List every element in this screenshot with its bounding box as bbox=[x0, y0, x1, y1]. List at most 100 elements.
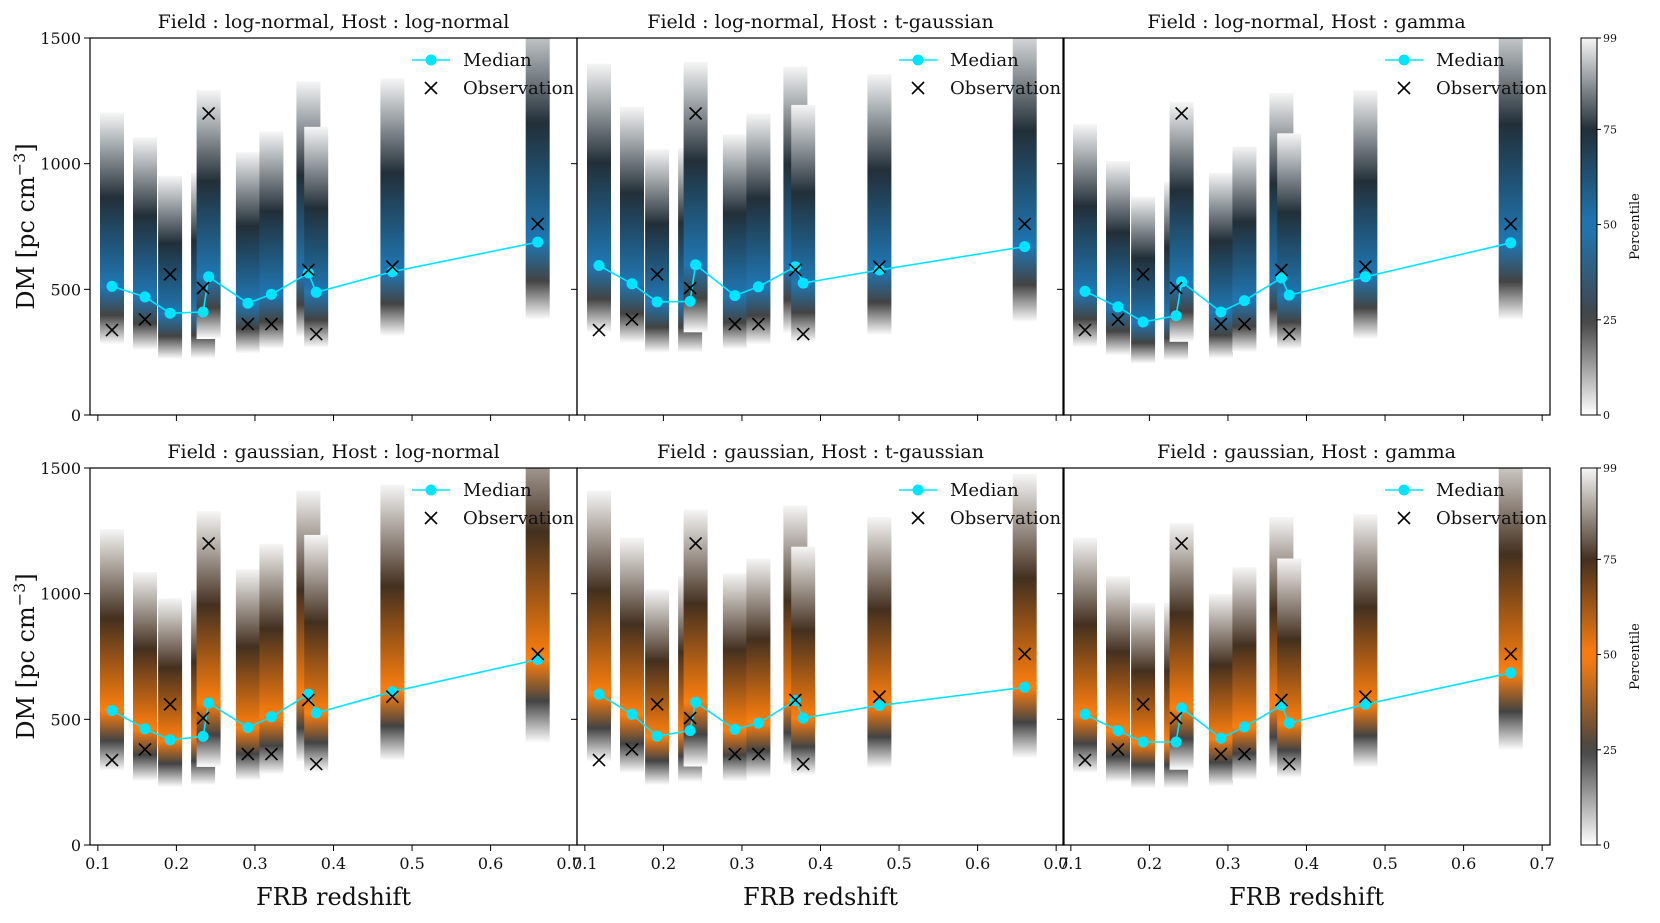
observation-marker bbox=[1214, 317, 1228, 331]
median-point bbox=[265, 711, 277, 723]
observation-marker bbox=[1111, 312, 1125, 327]
median-point bbox=[684, 295, 696, 307]
distribution-column bbox=[1353, 514, 1378, 768]
distribution-column bbox=[722, 573, 747, 782]
median-point bbox=[1137, 736, 1149, 748]
median-point bbox=[139, 291, 151, 303]
observation-marker bbox=[196, 711, 210, 725]
observation-marker bbox=[1169, 281, 1183, 295]
distribution-column bbox=[100, 112, 124, 345]
median-point bbox=[593, 688, 605, 700]
observation-marker bbox=[1237, 317, 1252, 331]
x-tick-label: 0.4 bbox=[321, 854, 346, 873]
legend-median-marker bbox=[425, 484, 437, 496]
median-point bbox=[106, 280, 118, 292]
x-tick-label: 0.5 bbox=[1372, 854, 1397, 873]
distribution-column bbox=[1073, 124, 1097, 348]
legend: Median Observation bbox=[899, 480, 1062, 529]
median-point bbox=[310, 707, 322, 719]
distribution-column bbox=[620, 106, 644, 343]
distribution-columns bbox=[587, 38, 1037, 353]
distribution-column bbox=[380, 484, 405, 761]
median-point bbox=[1238, 295, 1250, 307]
y-tick-label: 1000 bbox=[40, 585, 81, 604]
distribution-column bbox=[196, 511, 221, 767]
median-point bbox=[789, 261, 801, 273]
x-tick-label: 0.4 bbox=[1294, 854, 1319, 873]
legend-observation-label: Observation bbox=[950, 508, 1062, 529]
y-tick-label: 1000 bbox=[40, 155, 81, 174]
observation-marker bbox=[138, 742, 152, 757]
observation-marker bbox=[689, 106, 703, 120]
distribution-columns bbox=[587, 474, 1037, 786]
observation-marker bbox=[689, 536, 703, 550]
observation-marker bbox=[196, 281, 210, 295]
distribution-column bbox=[1073, 537, 1097, 774]
distribution-column bbox=[791, 546, 816, 776]
observation-marker bbox=[1175, 536, 1189, 550]
observation-marker bbox=[728, 747, 742, 761]
distribution-column bbox=[1131, 196, 1156, 364]
observation-marker bbox=[1282, 757, 1296, 771]
observation-marker bbox=[1078, 323, 1092, 337]
observation-marker bbox=[751, 747, 766, 761]
median-point bbox=[164, 734, 176, 746]
distribution-columns bbox=[1073, 38, 1523, 364]
x-tick-label: 0.3 bbox=[242, 854, 267, 873]
x-tick-label: 0.2 bbox=[1137, 854, 1162, 873]
observation-marker bbox=[625, 312, 639, 327]
panel-2: Field : log-normal, Host : t-gaussian Med… bbox=[571, 11, 1065, 421]
median-point bbox=[873, 264, 885, 276]
colorbar-tick-label: 99 bbox=[1603, 32, 1617, 45]
observation-marker bbox=[1504, 647, 1518, 661]
median-point bbox=[242, 297, 254, 309]
observation-marker bbox=[202, 106, 216, 120]
median-point bbox=[1112, 725, 1124, 737]
colorbar-2: 0 25 50 75 99 Percentile bbox=[1580, 462, 1643, 852]
panel-title: Field : log-normal, Host : gamma bbox=[1147, 11, 1465, 33]
legend-median-marker bbox=[1398, 54, 1410, 66]
distribution-column bbox=[1277, 558, 1302, 778]
median-point bbox=[1215, 306, 1227, 318]
observation-marker bbox=[650, 267, 664, 281]
legend-observation-label: Observation bbox=[463, 78, 575, 99]
median-point bbox=[690, 696, 702, 708]
median-point bbox=[797, 712, 809, 724]
colorbar-tick-label: 50 bbox=[1603, 649, 1617, 662]
median-point bbox=[729, 723, 741, 735]
median-point bbox=[532, 236, 544, 248]
x-tick-label: 0.1 bbox=[85, 854, 110, 873]
distribution-column bbox=[100, 529, 124, 771]
legend-median-marker bbox=[425, 54, 437, 66]
distribution-column bbox=[645, 149, 670, 353]
observation-marker bbox=[138, 312, 152, 327]
median-point bbox=[1275, 700, 1287, 711]
legend-median-marker bbox=[912, 484, 924, 496]
median-point bbox=[106, 705, 118, 716]
distribution-column bbox=[196, 90, 221, 339]
distribution-column bbox=[1208, 594, 1233, 787]
observation-marker bbox=[1282, 327, 1296, 341]
colorbar-tick-label: 75 bbox=[1603, 123, 1617, 136]
median-point bbox=[197, 306, 209, 318]
y-tick-label: 500 bbox=[50, 280, 81, 299]
distribution-column bbox=[1353, 90, 1378, 339]
observation-marker bbox=[309, 327, 323, 341]
median-point bbox=[752, 717, 764, 729]
colorbar-tick-label: 25 bbox=[1603, 744, 1617, 757]
x-tick-label: 0.4 bbox=[808, 854, 833, 873]
median-point bbox=[1275, 272, 1287, 284]
distribution-column bbox=[1106, 161, 1130, 356]
colorbar-1: 0 25 50 75 99 Percentile bbox=[1580, 32, 1643, 422]
median-point bbox=[302, 267, 314, 279]
legend-median-marker bbox=[1398, 484, 1410, 496]
median-point bbox=[265, 288, 277, 300]
observation-marker bbox=[683, 281, 697, 295]
panel-5: 0.1 0.2 0.3 0.4 0.5 0.6 0.7 Field : gaussian, H… bbox=[571, 441, 1069, 873]
median-point bbox=[139, 723, 151, 735]
x-tick-label: 0.7 bbox=[1043, 854, 1068, 873]
distribution-column bbox=[746, 113, 771, 345]
y-axis-label: DM [pc cm−3] bbox=[10, 573, 40, 739]
median-point bbox=[626, 278, 638, 290]
distribution-column bbox=[645, 589, 670, 786]
